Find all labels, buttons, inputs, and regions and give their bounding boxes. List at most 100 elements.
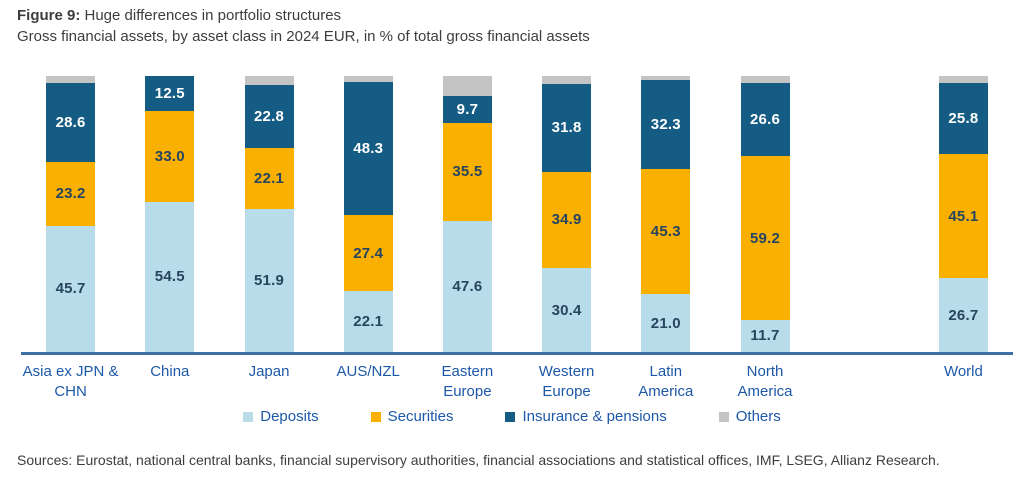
segment-deposits: 21.0	[641, 294, 691, 352]
segment-insurance-pensions: 12.5	[145, 76, 195, 111]
segment-deposits: 30.4	[542, 268, 592, 352]
segment-securities: 22.1	[244, 147, 294, 209]
segment-securities: 45.1	[938, 153, 988, 279]
value-label: 22.1	[254, 169, 284, 187]
category-label-asia-ex-jpn-chn: Asia ex JPN & CHN	[22, 363, 119, 400]
value-label: 12.5	[154, 84, 185, 102]
segment-others	[442, 76, 492, 96]
segment-others	[244, 76, 294, 85]
legend-swatch-securities	[370, 411, 381, 422]
segment-deposits: 22.1	[343, 291, 393, 352]
segment-insurance-pensions: 48.3	[343, 82, 393, 216]
segment-others	[343, 76, 393, 83]
segment-deposits: 45.7	[46, 225, 96, 352]
bar-western-europe: 30.4 34.9 31.8	[542, 76, 592, 352]
value-label: 28.6	[55, 113, 86, 131]
segment-securities: 45.3	[641, 169, 691, 295]
x-axis-labels: Asia ex JPN & CHN China Japan AUS/NZL Easter…	[21, 362, 1013, 408]
value-label: 22.1	[353, 313, 384, 330]
segment-securities: 33.0	[145, 110, 195, 202]
figure-number-label: Figure 9:	[17, 7, 81, 24]
value-label: 27.4	[353, 244, 384, 262]
segment-others	[542, 76, 592, 85]
value-label: 45.1	[948, 207, 979, 225]
legend-item-securities: Securities	[370, 408, 454, 425]
segment-others	[641, 76, 691, 80]
value-label: 45.3	[650, 223, 681, 241]
bar-china: 54.5 33.0 12.5	[145, 76, 195, 352]
bar-eastern-europe: 47.6 35.5 9.7	[442, 76, 492, 352]
value-label: 23.2	[55, 185, 86, 203]
segment-deposits: 11.7	[740, 319, 790, 352]
value-label: 21.0	[650, 314, 681, 332]
segment-deposits: 51.9	[244, 208, 294, 352]
value-label: 51.9	[254, 271, 284, 289]
value-label: 11.7	[750, 327, 780, 345]
chart-title: Huge differences in portfolio structures	[80, 7, 342, 24]
category-label-western-europe: Western Europe	[538, 363, 595, 400]
segment-insurance-pensions: 26.6	[740, 82, 790, 157]
category-label-world: World	[943, 363, 983, 380]
category-label-eastern-europe: Eastern Europe	[441, 363, 494, 400]
segment-insurance-pensions: 25.8	[938, 82, 988, 154]
value-label: 34.9	[551, 211, 582, 229]
chart-subtitle: Gross financial assets, by asset class i…	[17, 27, 590, 45]
segment-insurance-pensions: 28.6	[46, 82, 96, 162]
plot-area: 45.7 23.2 28.6 54.5 33.0 12.5 51.9 22.1 22.8 22.1…	[21, 76, 1013, 355]
segment-securities: 35.5	[442, 122, 492, 221]
legend-label: Securities	[387, 408, 454, 425]
bar-japan: 51.9 22.1 22.8	[244, 76, 294, 352]
legend-swatch-others	[718, 411, 729, 422]
segment-others	[46, 76, 96, 83]
value-label: 45.7	[55, 280, 86, 298]
bar-aus-nzl: 22.1 27.4 48.3	[343, 76, 393, 352]
value-label: 32.3	[650, 115, 681, 133]
segment-securities: 34.9	[542, 171, 592, 269]
segment-deposits: 47.6	[442, 220, 492, 352]
bar-north-america: 11.7 59.2 26.6	[740, 76, 790, 352]
segment-insurance-pensions: 9.7	[442, 95, 492, 123]
legend-swatch-insurance-pensions	[505, 411, 516, 422]
category-label-china: China	[150, 363, 190, 380]
value-label: 54.5	[154, 268, 185, 286]
value-label: 26.6	[750, 111, 780, 129]
legend-label: Insurance & pensions	[522, 408, 667, 425]
value-label: 30.4	[551, 301, 582, 319]
segment-deposits: 54.5	[145, 201, 195, 352]
segment-insurance-pensions: 31.8	[542, 84, 592, 172]
bar-latin-america: 21.0 45.3 32.3	[641, 76, 691, 352]
segment-securities: 23.2	[46, 161, 96, 226]
segment-insurance-pensions: 32.3	[641, 79, 691, 170]
value-label: 25.8	[948, 109, 979, 127]
chart-title-line: Figure 9: Huge differences in portfolio …	[17, 6, 590, 27]
legend-item-deposits: Deposits	[243, 408, 319, 425]
segment-insurance-pensions: 22.8	[244, 84, 294, 148]
value-label: 47.6	[452, 277, 483, 295]
value-label: 33.0	[154, 147, 185, 165]
value-label: 35.5	[452, 163, 483, 181]
value-label: 59.2	[750, 229, 780, 247]
bar-world: 26.7 45.1 25.8	[938, 76, 988, 352]
segment-securities: 27.4	[343, 215, 393, 292]
legend: Deposits Securities Insurance & pensions Ot…	[0, 408, 1024, 425]
category-label-north-america: North America	[737, 363, 793, 400]
category-label-aus-nzl: AUS/NZL	[336, 363, 400, 380]
legend-item-others: Others	[718, 408, 781, 425]
segment-others	[938, 76, 988, 83]
legend-item-insurance-pensions: Insurance & pensions	[505, 408, 667, 425]
segment-deposits: 26.7	[938, 278, 988, 352]
value-label: 31.8	[551, 119, 582, 137]
bar-asia-ex-jpn-chn: 45.7 23.2 28.6	[46, 76, 96, 352]
value-label: 9.7	[456, 100, 479, 118]
legend-label: Others	[735, 408, 781, 425]
segment-securities: 59.2	[740, 156, 790, 320]
category-label-latin-america: Latin America	[638, 363, 694, 400]
legend-label: Deposits	[260, 408, 319, 425]
segment-others	[740, 76, 790, 83]
category-label-japan: Japan	[248, 363, 290, 380]
value-label: 48.3	[353, 140, 384, 158]
value-label: 22.8	[254, 107, 284, 125]
sources-note: Sources: Eurostat, national central bank…	[17, 452, 940, 468]
value-label: 26.7	[948, 306, 979, 324]
